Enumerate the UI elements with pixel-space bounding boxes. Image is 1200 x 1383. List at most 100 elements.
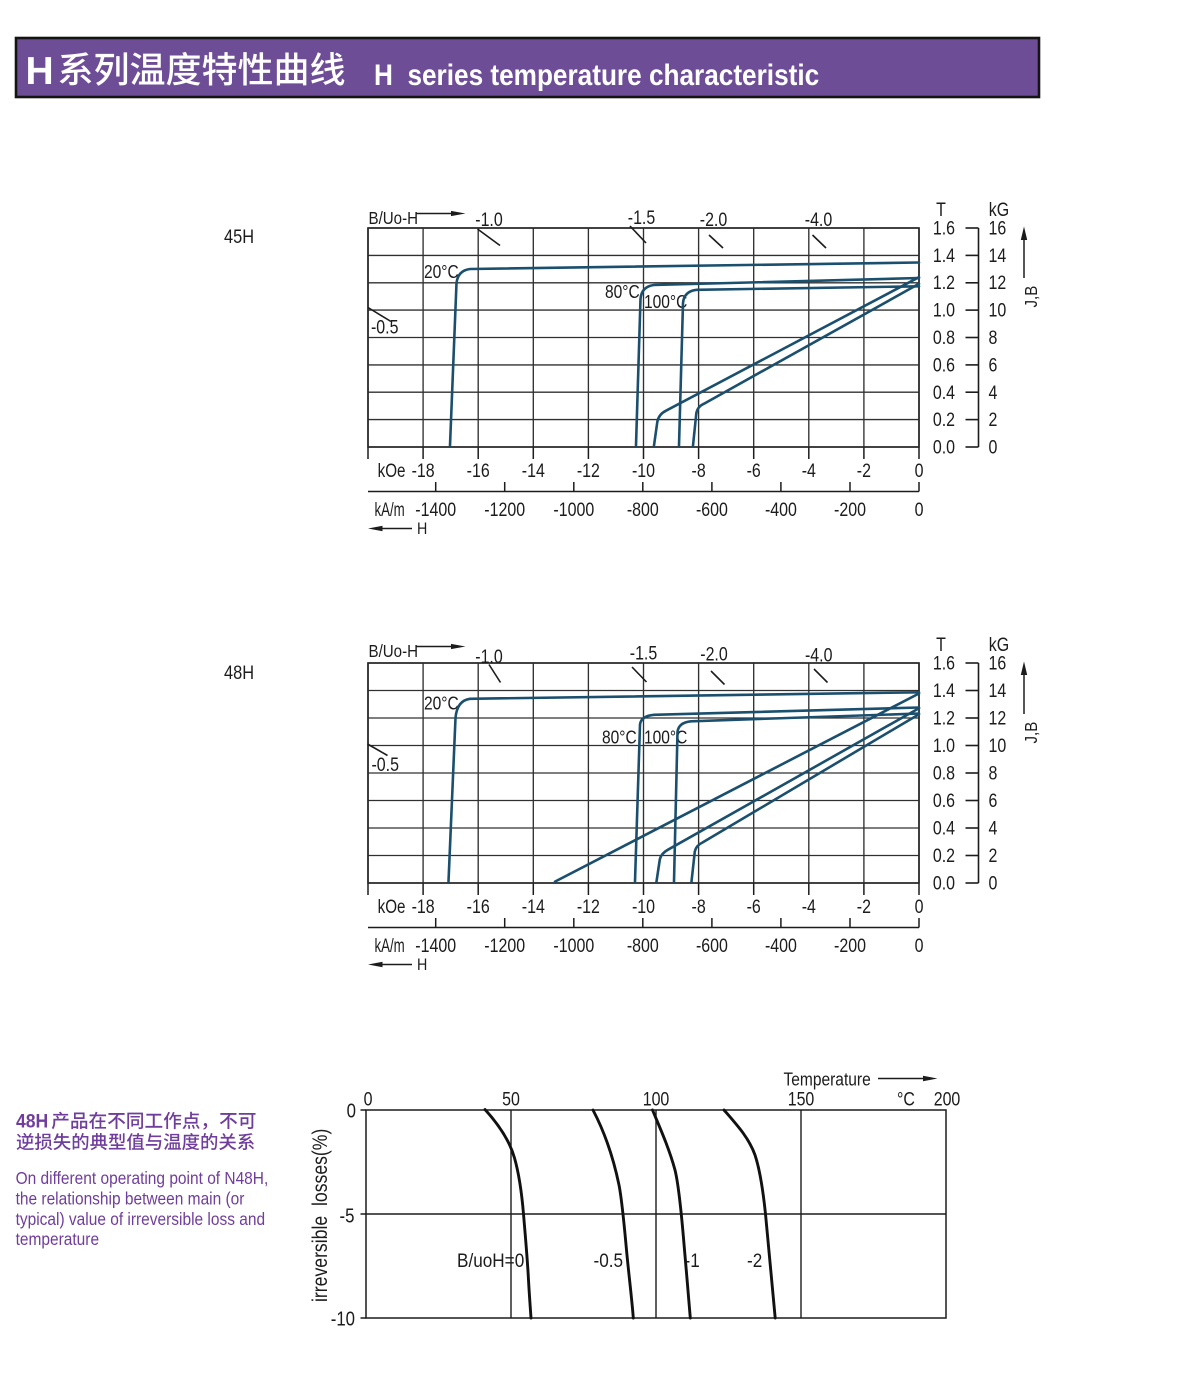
svg-text:0.8: 0.8 [933, 327, 955, 349]
svg-text:-4: -4 [802, 896, 816, 918]
svg-text:the relationship between main: the relationship between main (or [16, 1190, 245, 1209]
svg-text:-10: -10 [632, 460, 655, 482]
svg-text:-600: -600 [696, 499, 728, 521]
svg-text:-1200: -1200 [484, 499, 525, 521]
svg-text:H: H [417, 956, 427, 974]
svg-text:0: 0 [915, 896, 924, 918]
svg-text:-1400: -1400 [415, 935, 456, 957]
svg-text:100: 100 [643, 1088, 670, 1110]
svg-text:-1400: -1400 [415, 499, 456, 521]
svg-text:B/Uo-H: B/Uo-H [369, 208, 419, 229]
svg-text:16: 16 [989, 652, 1007, 674]
svg-text:150: 150 [788, 1088, 815, 1110]
svg-text:1.0: 1.0 [933, 299, 955, 321]
svg-text:typical) value of irreversible: typical) value of irreversible loss and [16, 1210, 265, 1229]
svg-text:2: 2 [989, 409, 998, 431]
svg-text:-14: -14 [522, 896, 545, 918]
svg-text:-16: -16 [467, 896, 490, 918]
svg-text:4: 4 [989, 817, 998, 839]
svg-text:1.6: 1.6 [933, 217, 955, 239]
svg-text:0.6: 0.6 [933, 790, 955, 812]
svg-text:0: 0 [989, 872, 998, 894]
svg-text:-800: -800 [627, 499, 659, 521]
svg-text:temperature: temperature [16, 1230, 99, 1249]
svg-text:1.2: 1.2 [933, 272, 955, 294]
svg-text:T: T [936, 199, 946, 221]
svg-text:-10: -10 [331, 1307, 355, 1330]
svg-text:-5: -5 [340, 1204, 355, 1227]
svg-text:0.0: 0.0 [933, 436, 955, 458]
svg-text:0.6: 0.6 [933, 354, 955, 376]
svg-text:14: 14 [989, 245, 1007, 267]
svg-text:-2.0: -2.0 [700, 643, 728, 665]
svg-text:-2: -2 [857, 460, 871, 482]
svg-text:-4: -4 [802, 460, 816, 482]
svg-text:B/uoH=0: B/uoH=0 [457, 1249, 524, 1271]
svg-text:B/Uo-H: B/Uo-H [369, 641, 419, 662]
svg-text:kG: kG [989, 634, 1009, 656]
svg-text:-4.0: -4.0 [805, 209, 833, 231]
svg-text:-4.0: -4.0 [805, 644, 833, 666]
svg-text:16: 16 [989, 217, 1007, 239]
svg-text:-2: -2 [747, 1249, 762, 1271]
svg-text:kA/m: kA/m [375, 500, 405, 521]
svg-text:0: 0 [915, 460, 924, 482]
svg-text:6: 6 [989, 354, 998, 376]
svg-text:-6: -6 [747, 896, 761, 918]
svg-text:-0.5: -0.5 [594, 1249, 624, 1271]
svg-text:J,B: J,B [1021, 722, 1042, 744]
svg-text:kG: kG [989, 199, 1009, 221]
svg-text:200: 200 [934, 1088, 961, 1110]
svg-text:0: 0 [364, 1088, 373, 1110]
svg-text:0.4: 0.4 [933, 381, 955, 403]
svg-text:-200: -200 [834, 935, 866, 957]
svg-text:2: 2 [989, 845, 998, 867]
svg-text:J,B: J,B [1021, 286, 1042, 308]
svg-text:-12: -12 [577, 460, 600, 482]
svg-text:45H: 45H [224, 226, 254, 248]
svg-text:H: H [417, 520, 427, 538]
svg-text:6: 6 [989, 790, 998, 812]
svg-text:80°C: 80°C [605, 282, 640, 303]
svg-text:100°C: 100°C [644, 727, 687, 748]
svg-text:On different operating point o: On different operating point of N48H, [16, 1169, 269, 1188]
svg-text:-200: -200 [834, 499, 866, 521]
svg-text:-18: -18 [412, 460, 435, 482]
svg-text:-10: -10 [632, 896, 655, 918]
svg-text:Temperature: Temperature [784, 1069, 871, 1090]
svg-text:-2: -2 [857, 896, 871, 918]
svg-text:-8: -8 [692, 460, 706, 482]
svg-text:0.0: 0.0 [933, 872, 955, 894]
svg-text:12: 12 [989, 272, 1007, 294]
svg-text:kOe: kOe [378, 895, 406, 917]
svg-text:-400: -400 [765, 935, 797, 957]
svg-text:-1.0: -1.0 [475, 209, 503, 231]
svg-text:-600: -600 [696, 935, 728, 957]
svg-text:-0.5: -0.5 [372, 754, 400, 776]
svg-text:-1.5: -1.5 [628, 207, 656, 229]
svg-text:-8: -8 [692, 896, 706, 918]
svg-text:0: 0 [347, 1099, 356, 1122]
svg-text:0.4: 0.4 [933, 817, 955, 839]
svg-text:14: 14 [989, 680, 1007, 702]
svg-text:0: 0 [989, 436, 998, 458]
svg-text:0.2: 0.2 [933, 409, 955, 431]
svg-text:T: T [936, 634, 946, 656]
svg-text:0.8: 0.8 [933, 762, 955, 784]
svg-text:1.2: 1.2 [933, 707, 955, 729]
svg-text:-800: -800 [627, 935, 659, 957]
svg-text:-1.5: -1.5 [630, 642, 658, 664]
svg-text:-14: -14 [522, 460, 545, 482]
svg-text:°C: °C [897, 1088, 915, 1110]
svg-text:-6: -6 [747, 460, 761, 482]
svg-text:10: 10 [989, 299, 1007, 321]
svg-text:20°C: 20°C [424, 262, 459, 283]
svg-text:0: 0 [915, 935, 924, 957]
svg-text:-1200: -1200 [484, 935, 525, 957]
svg-text:-1000: -1000 [553, 499, 594, 521]
svg-text:H: H [26, 50, 54, 93]
svg-text:8: 8 [989, 327, 998, 349]
svg-text:0: 0 [915, 499, 924, 521]
svg-text:1.6: 1.6 [933, 652, 955, 674]
svg-text:-0.5: -0.5 [371, 316, 399, 338]
